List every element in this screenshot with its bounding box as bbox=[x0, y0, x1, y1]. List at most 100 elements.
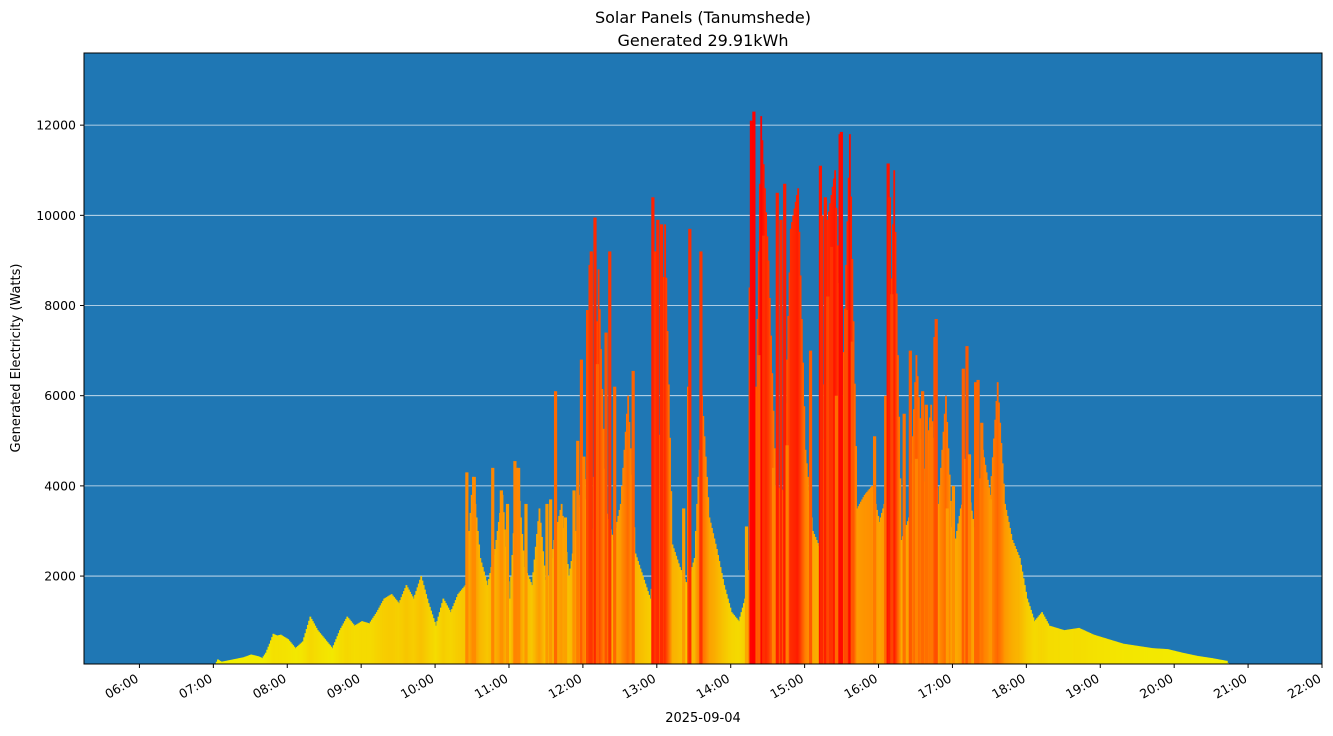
bar bbox=[1148, 647, 1151, 664]
bar bbox=[377, 609, 380, 664]
bar bbox=[1027, 602, 1030, 664]
bar bbox=[308, 620, 311, 664]
bar bbox=[390, 594, 393, 664]
bar bbox=[233, 659, 235, 664]
bar bbox=[371, 619, 373, 664]
bar bbox=[1175, 651, 1178, 664]
bar bbox=[1026, 598, 1029, 664]
peak-bar-1630 bbox=[914, 458, 919, 664]
bar bbox=[729, 607, 732, 664]
peak-bar-1720 bbox=[976, 379, 980, 664]
bar bbox=[676, 559, 679, 664]
bar bbox=[1222, 660, 1225, 664]
bar bbox=[857, 506, 860, 664]
peak-bar-1416 bbox=[749, 120, 754, 665]
bar bbox=[522, 550, 525, 664]
bar bbox=[378, 607, 381, 664]
bar bbox=[421, 580, 424, 664]
bar bbox=[1132, 645, 1135, 664]
bar bbox=[437, 616, 440, 664]
bar bbox=[217, 659, 219, 664]
peak-bar-1137 bbox=[553, 391, 558, 664]
bar bbox=[1069, 629, 1072, 664]
peak-bar-1152 bbox=[572, 490, 576, 664]
bar bbox=[1206, 657, 1209, 664]
bar bbox=[568, 576, 570, 664]
bar bbox=[1127, 644, 1130, 664]
bar bbox=[694, 530, 697, 664]
bar bbox=[1037, 616, 1040, 664]
bar bbox=[1158, 648, 1160, 664]
bar bbox=[794, 201, 797, 664]
bar bbox=[1064, 629, 1067, 664]
bar bbox=[539, 522, 542, 664]
bar bbox=[416, 587, 419, 664]
bar bbox=[1009, 527, 1011, 664]
bar bbox=[215, 661, 218, 664]
bar bbox=[714, 543, 717, 664]
bar bbox=[718, 561, 721, 664]
peak-bar-1625 bbox=[908, 350, 912, 664]
bar bbox=[279, 634, 282, 664]
bar bbox=[221, 661, 224, 664]
peak-bar-1321 bbox=[682, 508, 686, 664]
bar bbox=[789, 228, 792, 664]
bar bbox=[228, 660, 230, 664]
peak-bar-1730 bbox=[988, 499, 993, 664]
bar bbox=[511, 555, 514, 664]
bar bbox=[529, 582, 532, 664]
bar bbox=[460, 589, 463, 664]
bar bbox=[626, 413, 628, 664]
bar bbox=[741, 607, 744, 664]
x-tick-label-6: 12:00 bbox=[546, 671, 585, 702]
bar bbox=[1172, 650, 1175, 664]
peak-bar-1104 bbox=[513, 461, 517, 664]
bar bbox=[235, 658, 238, 664]
bar bbox=[619, 503, 622, 664]
bar bbox=[475, 517, 478, 664]
bar bbox=[1196, 655, 1199, 664]
bar bbox=[842, 352, 845, 664]
chart-subtitle: Generated 29.91kWh bbox=[618, 31, 789, 50]
bar bbox=[1213, 658, 1216, 664]
bar bbox=[435, 625, 437, 664]
chart-title: Solar Panels (Tanumshede) bbox=[595, 8, 811, 27]
bar bbox=[387, 596, 389, 664]
bar bbox=[1089, 632, 1092, 664]
bar bbox=[1128, 644, 1131, 664]
bar bbox=[644, 583, 647, 664]
bar bbox=[292, 645, 295, 664]
bar bbox=[310, 618, 313, 664]
bar bbox=[1122, 643, 1125, 664]
bar bbox=[1055, 627, 1058, 664]
bar bbox=[236, 658, 239, 664]
bar bbox=[1224, 660, 1227, 664]
bar bbox=[1124, 644, 1127, 664]
bar bbox=[1011, 539, 1014, 664]
bar bbox=[398, 603, 400, 664]
bar bbox=[538, 508, 541, 664]
bar bbox=[598, 309, 601, 664]
bar bbox=[1067, 629, 1069, 664]
bar bbox=[255, 655, 258, 664]
peak-bar-1610 bbox=[890, 294, 894, 664]
bar bbox=[428, 606, 431, 664]
bar bbox=[861, 499, 864, 664]
bar bbox=[302, 641, 304, 664]
bar bbox=[303, 637, 306, 664]
bar bbox=[802, 362, 804, 664]
bar bbox=[502, 512, 505, 664]
peak-bar-1155 bbox=[576, 440, 580, 664]
bar bbox=[1113, 641, 1116, 664]
bar bbox=[1138, 646, 1141, 664]
bar bbox=[403, 591, 405, 664]
peak-bar-1437 bbox=[775, 192, 779, 664]
bar bbox=[639, 568, 642, 664]
bar bbox=[856, 508, 859, 664]
bar bbox=[267, 646, 270, 664]
bar bbox=[449, 612, 452, 664]
bar bbox=[479, 558, 482, 664]
bar bbox=[391, 595, 394, 664]
bar bbox=[407, 589, 410, 664]
bar bbox=[942, 431, 945, 664]
